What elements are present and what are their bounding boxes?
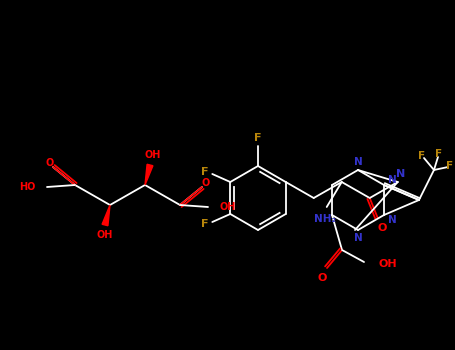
- Text: OH: OH: [378, 259, 397, 269]
- Text: HO: HO: [19, 182, 35, 192]
- Text: F: F: [419, 151, 425, 161]
- Text: O: O: [202, 178, 210, 188]
- Text: N: N: [354, 233, 362, 243]
- Text: N: N: [396, 169, 405, 179]
- Text: O: O: [317, 273, 327, 283]
- Text: F: F: [254, 133, 262, 143]
- Text: F: F: [446, 161, 454, 171]
- Text: NH₂: NH₂: [313, 214, 336, 224]
- Text: N: N: [388, 175, 396, 185]
- Polygon shape: [145, 164, 153, 185]
- Text: OH: OH: [145, 150, 161, 160]
- Text: OH: OH: [220, 202, 237, 212]
- Text: N: N: [388, 215, 396, 225]
- Text: N: N: [354, 157, 362, 167]
- Text: F: F: [201, 219, 208, 229]
- Text: O: O: [377, 223, 386, 233]
- Text: OH: OH: [97, 230, 113, 240]
- Polygon shape: [102, 205, 110, 226]
- Text: O: O: [46, 158, 54, 168]
- Text: F: F: [201, 167, 208, 177]
- Text: F: F: [435, 149, 443, 159]
